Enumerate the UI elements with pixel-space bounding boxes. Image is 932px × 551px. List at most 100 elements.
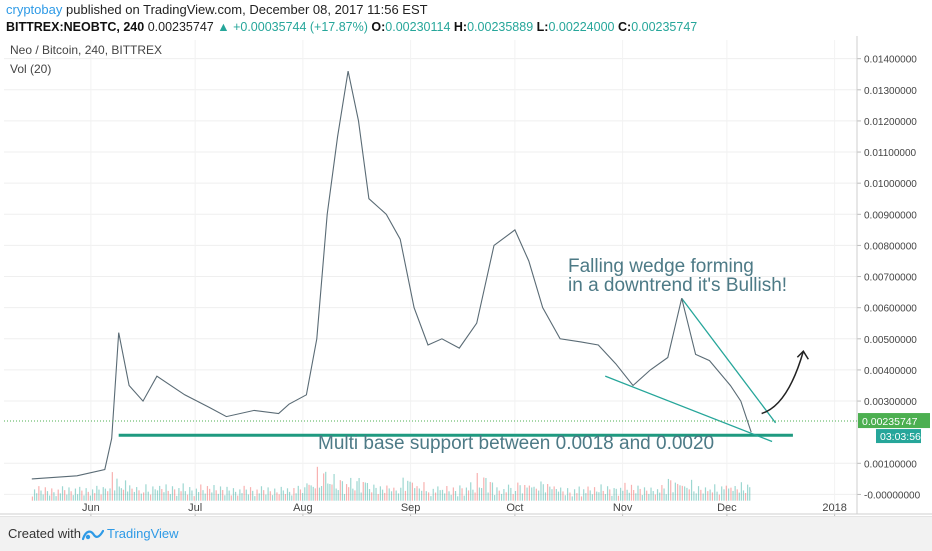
volume-bar xyxy=(195,488,197,501)
ohlc-header: BITTREX:NEOBTC, 240 0.00235747 ▲ +0.0003… xyxy=(6,18,697,36)
volume-bar xyxy=(280,486,282,501)
volume-bar xyxy=(598,492,600,501)
volume-bar xyxy=(437,486,439,501)
volume-bar xyxy=(628,492,630,501)
volume-bar xyxy=(354,490,356,501)
price-chart-svg[interactable]: 0.01400000 0.01300000 0.01200000 0.01100000… xyxy=(0,36,932,518)
volume-bar xyxy=(325,471,327,501)
volume-bar xyxy=(31,496,34,501)
price-tick-label: 0.01000000 xyxy=(864,179,917,190)
high-value: 0.00235889 xyxy=(467,20,534,34)
volume-bar xyxy=(104,488,106,501)
volume-bar xyxy=(360,492,362,501)
volume-bar xyxy=(555,489,557,501)
volume-bars xyxy=(31,466,751,501)
volume-bar xyxy=(184,491,186,501)
volume-bar xyxy=(243,485,245,501)
volume-bar xyxy=(197,492,200,501)
volume-bar xyxy=(393,487,395,501)
volume-bar xyxy=(578,486,580,501)
volume-bar xyxy=(302,493,304,501)
volume-bar xyxy=(114,490,116,501)
volume-bar xyxy=(258,493,260,501)
volume-bar xyxy=(611,495,613,501)
volume-bar xyxy=(721,486,723,501)
volume-bar xyxy=(343,494,346,501)
countdown-label: 03:03:56 xyxy=(880,431,921,443)
volume-bar xyxy=(64,490,66,501)
volume-bar xyxy=(467,490,470,501)
volume-bar xyxy=(544,492,547,501)
volume-bar xyxy=(191,490,193,501)
tradingview-logo-icon[interactable] xyxy=(82,526,104,542)
volume-bar xyxy=(180,491,182,501)
low-label: L: xyxy=(536,20,549,34)
volume-bar xyxy=(284,494,287,501)
volume-bar xyxy=(44,487,46,501)
time-tick-label: Nov xyxy=(613,502,633,514)
volume-bar xyxy=(239,489,241,501)
volume-bar xyxy=(215,490,217,501)
volume-bar xyxy=(533,486,535,501)
volume-bar xyxy=(189,487,191,501)
volume-bar xyxy=(267,487,269,501)
volume-bar xyxy=(352,488,354,501)
volume-bar xyxy=(316,466,318,501)
volume-bar xyxy=(540,481,542,501)
volume-indicator-label[interactable]: Vol (20) xyxy=(10,62,51,76)
volume-bar xyxy=(159,485,161,501)
volume-bar xyxy=(152,486,154,501)
volume-bar xyxy=(163,492,165,501)
volume-bar xyxy=(434,492,437,501)
volume-bar xyxy=(639,488,641,501)
volume-bar xyxy=(209,488,211,501)
volume-bar xyxy=(145,484,147,501)
volume-bar xyxy=(131,488,133,501)
volume-bar xyxy=(444,493,446,501)
volume-bar xyxy=(633,490,635,501)
volume-bar xyxy=(42,494,44,501)
volume-bar xyxy=(61,486,64,501)
volume-bar xyxy=(87,491,89,501)
volume-bar xyxy=(213,485,215,501)
volume-bar xyxy=(57,489,59,501)
volume-bar xyxy=(260,486,263,501)
volume-bar xyxy=(226,486,228,501)
volume-bar xyxy=(395,490,397,501)
volume-bar xyxy=(549,486,551,501)
volume-bar xyxy=(463,495,465,501)
volume-bar xyxy=(663,488,665,501)
bullish-arrow xyxy=(761,351,805,415)
volume-bar xyxy=(350,477,352,501)
volume-bar xyxy=(306,483,308,501)
volume-bar xyxy=(738,492,740,501)
volume-bar xyxy=(156,490,159,501)
volume-bar xyxy=(356,481,358,501)
volume-bar xyxy=(211,492,213,501)
price-axis: 0.01400000 0.01300000 0.01200000 0.01100000… xyxy=(857,55,921,501)
volume-bar xyxy=(120,488,122,501)
volume-bar xyxy=(241,493,243,501)
chart-area[interactable]: 0.01400000 0.01300000 0.01200000 0.01100000… xyxy=(0,36,932,518)
volume-bar xyxy=(643,487,646,501)
volume-bar xyxy=(600,484,602,501)
volume-bar xyxy=(222,490,224,501)
volume-bar xyxy=(228,490,230,501)
time-tick-label: Oct xyxy=(506,502,523,514)
author-link[interactable]: cryptobay xyxy=(6,2,63,17)
price-tick-label: 0.01400000 xyxy=(864,55,917,66)
volume-bar xyxy=(274,488,276,501)
volume-bar xyxy=(609,489,611,501)
tradingview-brand-link[interactable]: TradingView xyxy=(107,526,179,541)
volume-bar xyxy=(526,487,528,501)
volume-bar xyxy=(49,495,51,501)
volume-bar xyxy=(679,485,681,501)
volume-bar xyxy=(512,494,514,501)
volume-bar xyxy=(219,486,222,501)
volume-bar xyxy=(165,484,167,501)
volume-bar xyxy=(38,486,40,501)
wedge-upper-line xyxy=(681,297,777,424)
volume-bar xyxy=(432,488,434,501)
volume-bar xyxy=(51,488,53,501)
volume-bar xyxy=(59,493,61,501)
